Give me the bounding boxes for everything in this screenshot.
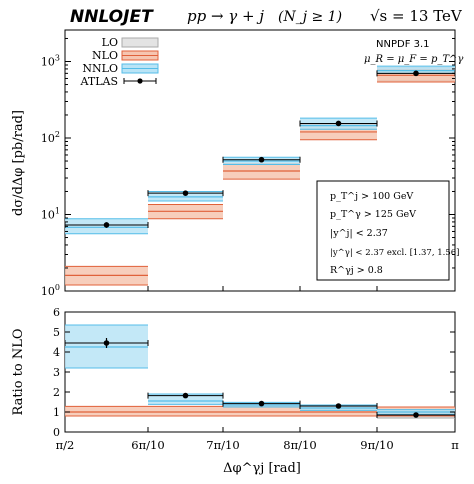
x-axis-label: Δφ^γj [rad] (223, 461, 301, 476)
main-atlas-point-4 (335, 120, 342, 127)
cut-line-1: p_T^j > 100 GeV (330, 191, 413, 202)
main-panel-frame (64, 29, 456, 292)
process-label: pp → γ + j (187, 7, 264, 25)
main-y-axis-label: dσ/dΔφ [pb/rad] (11, 110, 26, 216)
cut-line-2: p_T^γ > 125 GeV (330, 209, 416, 220)
ratio-nlo-band-4 (300, 406, 377, 416)
ratio-y-tick-label-1: 1 (53, 406, 60, 419)
legend-label-lo: LO (102, 36, 118, 49)
cut-line-3: |y^j| < 2.37 (330, 228, 388, 239)
pdf-annotation: NNPDF 3.1 (376, 39, 430, 50)
main-y-tick-label-3: 103 (41, 54, 60, 69)
ratio-y-tick-label-3: 3 (53, 366, 60, 379)
ratio-y-tick-label-4: 4 (53, 346, 60, 359)
main-nnlo-band-5 (377, 66, 455, 74)
main-atlas-point-1 (103, 222, 110, 228)
main-y-tick-label-1: 101 (41, 207, 60, 222)
ratio-nnlo-band-2 (148, 394, 223, 405)
main-nnlo-band-2 (148, 191, 223, 202)
ratio-atlas-point-5 (413, 412, 419, 418)
ratio-atlas-point-3 (258, 400, 265, 407)
ratio-atlas-point-4 (335, 403, 342, 409)
ratio-atlas-point-2 (182, 392, 189, 399)
njets-label: (N_j ≥ 1) (278, 9, 342, 25)
x-tick-label-1: 6π/10 (131, 438, 164, 452)
x-tick-label-3: 8π/10 (283, 438, 316, 452)
main-atlas-point-2 (182, 190, 189, 196)
cut-line-5: R^γj > 0.8 (330, 265, 383, 276)
ratio-nlo-band-2 (148, 406, 223, 416)
ratio-nlo-band-1 (65, 406, 148, 416)
main-atlas-point-3 (258, 156, 265, 163)
x-tick-label-0: π/2 (56, 438, 75, 452)
main-y-tick-label-0: 100 (41, 283, 60, 298)
nnlojet-logo: NNLOJET (70, 7, 154, 27)
scale-annotation: μ_R = μ_F = p_T^γ (364, 54, 463, 65)
ratio-atlas-point-1 (103, 340, 110, 346)
x-tick-label-5: π (451, 438, 459, 452)
legend-label-atlas: ATLAS (80, 75, 118, 88)
x-tick-label-2: 7π/10 (206, 438, 239, 452)
energy-label: √s = 13 TeV (370, 7, 463, 25)
ratio-y-tick-label-5: 5 (53, 326, 60, 339)
x-tick-label-4: 9π/10 (360, 438, 393, 452)
legend-label-nlo: NLO (92, 49, 118, 62)
legend-marker-atlas-dot (137, 78, 143, 84)
main-y-tick-label-2: 102 (41, 130, 60, 145)
legend: LO NLO NNLO ATLAS (80, 36, 159, 88)
ratio-y-axis-label: Ratio to NLO (11, 328, 26, 415)
cuts-box (316, 180, 450, 281)
main-atlas-point-5 (413, 70, 419, 77)
main-plot-layer (64, 65, 456, 286)
ratio-y-tick-label-2: 2 (53, 386, 60, 399)
ratio-y-tick-label-0: 0 (53, 426, 60, 439)
legend-swatch-lo (121, 37, 159, 48)
ratio-nlo-band-3 (223, 406, 300, 416)
cut-line-4: |y^γ| < 2.37 excl. [1.37, 1.56] (330, 248, 459, 258)
ratio-plot-layer (64, 324, 456, 419)
ratio-y-tick-label-6: 6 (53, 306, 60, 319)
legend-label-nnlo: NNLO (82, 62, 118, 75)
